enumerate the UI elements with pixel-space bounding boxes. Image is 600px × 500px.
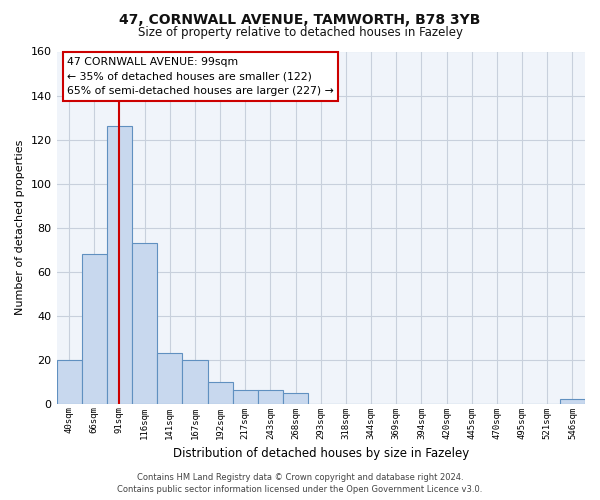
- Text: Contains HM Land Registry data © Crown copyright and database right 2024.
Contai: Contains HM Land Registry data © Crown c…: [118, 472, 482, 494]
- Bar: [283, 392, 308, 404]
- Bar: [107, 126, 132, 404]
- Text: Size of property relative to detached houses in Fazeley: Size of property relative to detached ho…: [137, 26, 463, 39]
- Bar: [233, 390, 258, 404]
- X-axis label: Distribution of detached houses by size in Fazeley: Distribution of detached houses by size …: [173, 447, 469, 460]
- Bar: [82, 254, 107, 404]
- Bar: [132, 243, 157, 404]
- Bar: [258, 390, 283, 404]
- Text: 47, CORNWALL AVENUE, TAMWORTH, B78 3YB: 47, CORNWALL AVENUE, TAMWORTH, B78 3YB: [119, 12, 481, 26]
- Bar: [208, 382, 233, 404]
- Bar: [56, 360, 82, 404]
- Text: 47 CORNWALL AVENUE: 99sqm
← 35% of detached houses are smaller (122)
65% of semi: 47 CORNWALL AVENUE: 99sqm ← 35% of detac…: [67, 57, 334, 96]
- Bar: [157, 353, 182, 404]
- Bar: [560, 399, 585, 404]
- Bar: [182, 360, 208, 404]
- Y-axis label: Number of detached properties: Number of detached properties: [15, 140, 25, 316]
